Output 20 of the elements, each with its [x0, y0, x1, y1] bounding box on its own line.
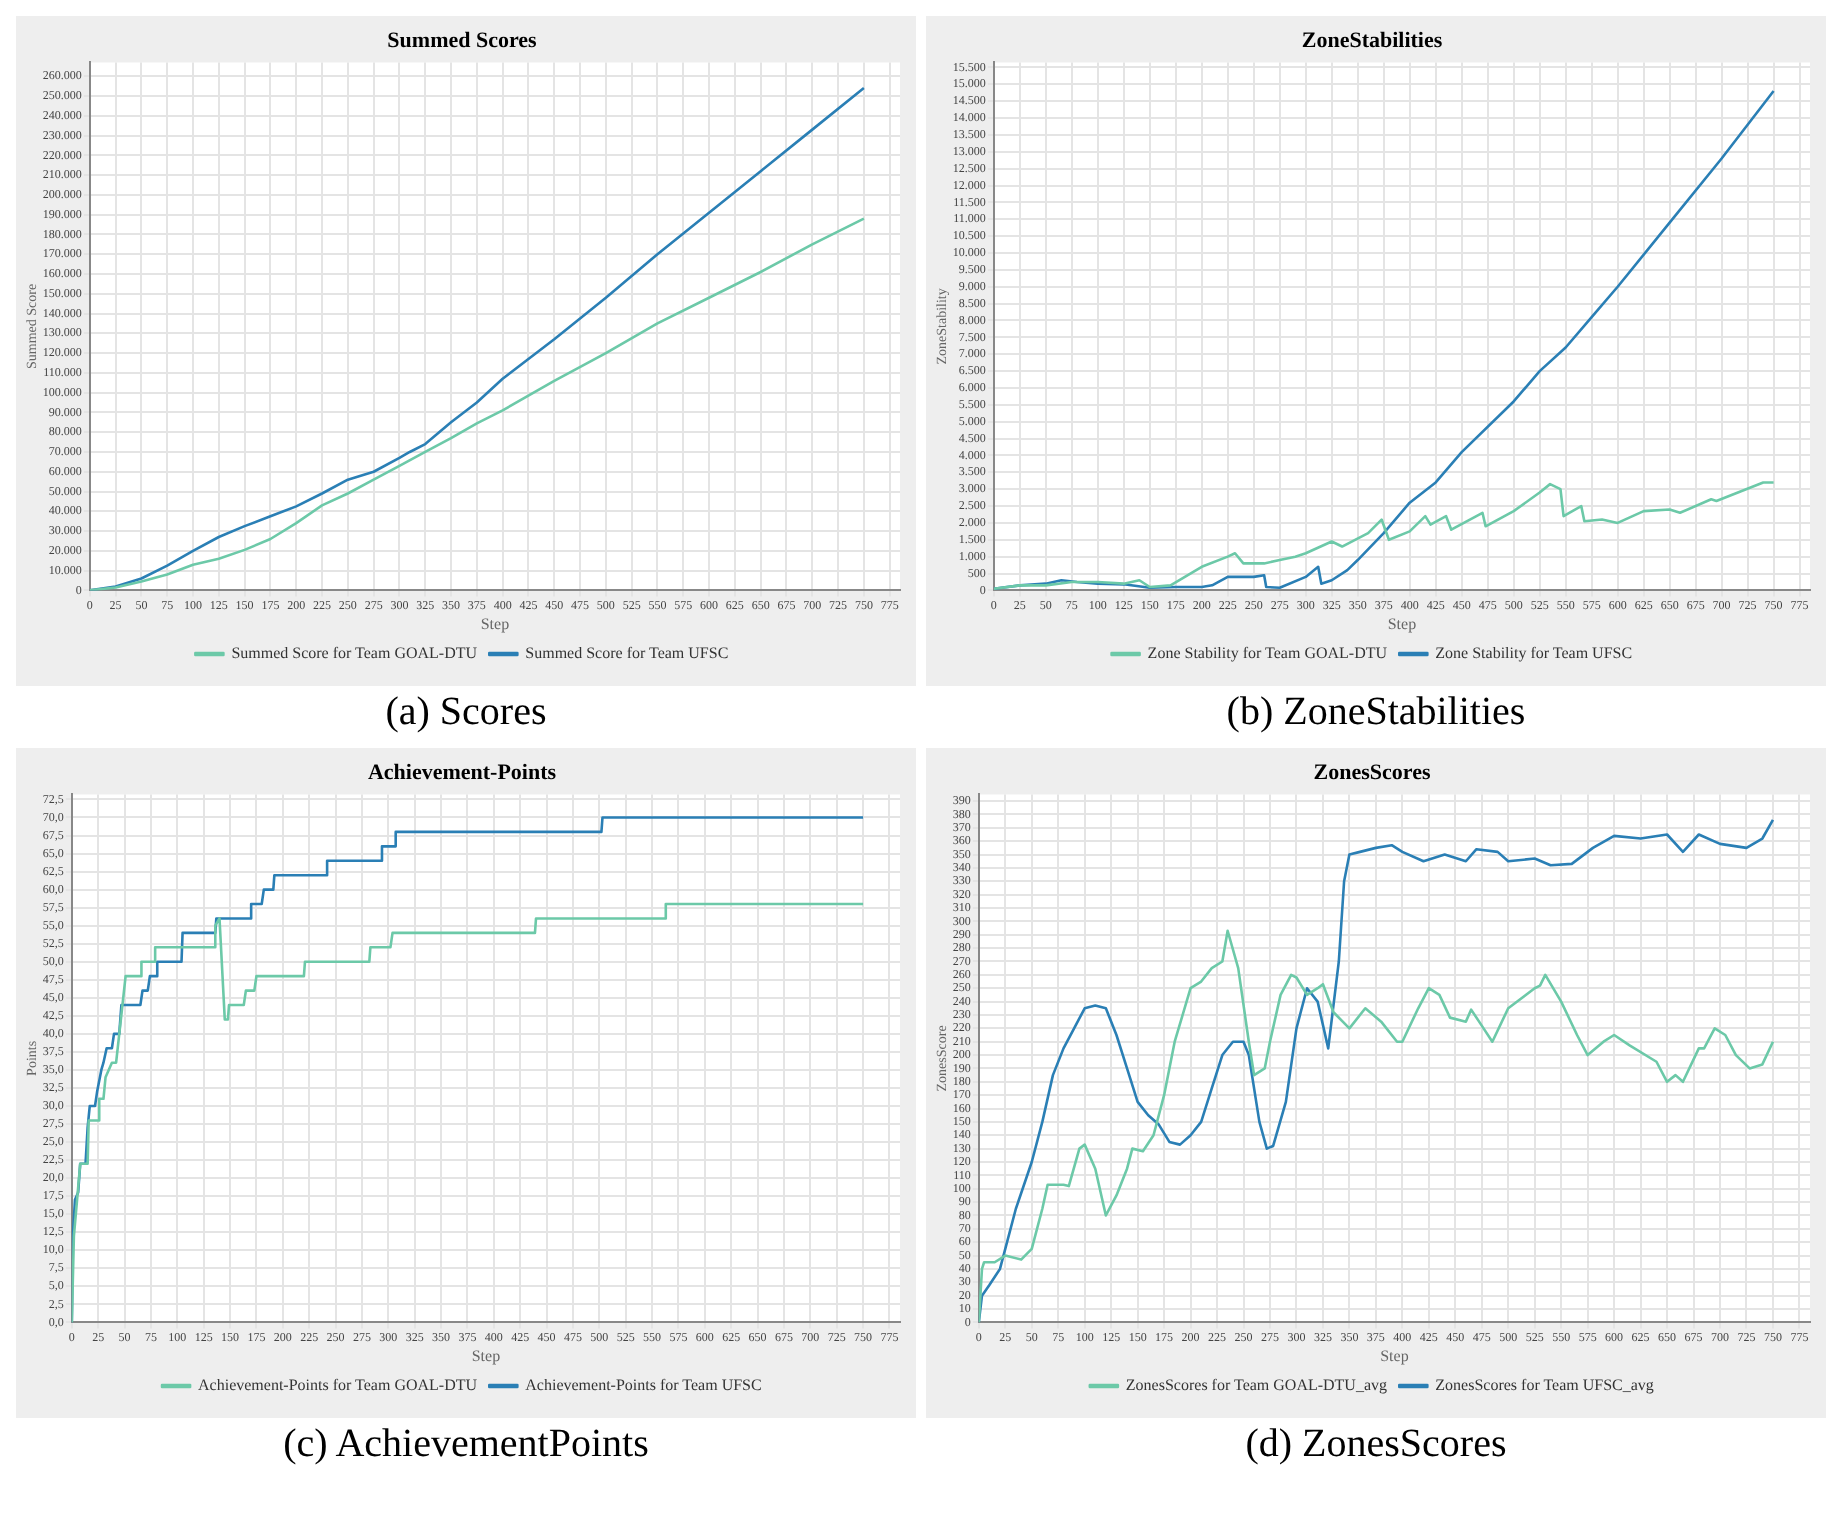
chart-title: Achievement-Points — [367, 760, 558, 785]
text: (b) ZoneStabilities — [1224, 690, 1528, 736]
legend-label: Summed Score for Team GOAL-DTU — [231, 644, 478, 663]
legend-label: Zone Stability for Team GOAL-DTU — [1147, 644, 1388, 663]
legend-label: Zone Stability for Team UFSC — [1435, 644, 1633, 663]
text: (a) Scores — [383, 690, 549, 736]
text: (c) AchievementPoints — [281, 1422, 651, 1468]
legend-label: ZonesScores for Team UFSC_avg — [1435, 1376, 1654, 1395]
legend-label: ZonesScores for Team GOAL-DTU_avg — [1125, 1376, 1388, 1395]
legend-label: Summed Score for Team UFSC — [525, 644, 729, 663]
legend-label: Achievement-Points for Team UFSC — [525, 1376, 762, 1395]
text: (d) ZonesScores — [1243, 1422, 1509, 1468]
x-axis-title: Step — [471, 1346, 501, 1365]
x-axis-title: Step — [1380, 1346, 1409, 1365]
chart-title: ZoneStabilities — [1301, 28, 1444, 53]
chart-title: ZonesScores — [1313, 760, 1432, 785]
legend-label: Achievement-Points for Team GOAL-DTU — [198, 1376, 478, 1395]
x-axis-title: Step — [1387, 614, 1417, 633]
chart-title: Summed Scores — [387, 28, 539, 53]
x-axis-title: Step — [480, 614, 510, 633]
